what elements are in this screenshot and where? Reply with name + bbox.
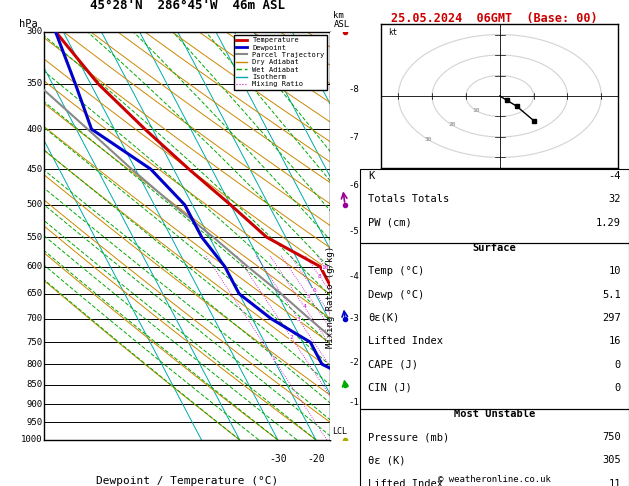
Text: 6: 6 (312, 288, 316, 293)
Text: 45°28'N  286°45'W  46m ASL: 45°28'N 286°45'W 46m ASL (89, 0, 285, 12)
Text: 0: 0 (615, 360, 621, 370)
Text: 25.05.2024  06GMT  (Base: 00): 25.05.2024 06GMT (Base: 00) (391, 12, 598, 25)
Bar (360, 169, 629, 243)
Text: -30: -30 (269, 454, 287, 464)
Text: km
ASL: km ASL (333, 11, 350, 29)
Text: 4: 4 (303, 304, 306, 310)
Text: 400: 400 (26, 124, 43, 134)
Text: 750: 750 (26, 338, 43, 347)
Text: PW (cm): PW (cm) (368, 218, 411, 228)
Text: -20: -20 (307, 454, 325, 464)
Bar (360, 409, 629, 486)
Text: Dewpoint / Temperature (°C): Dewpoint / Temperature (°C) (96, 476, 278, 486)
Text: Lifted Index: Lifted Index (368, 479, 443, 486)
Text: 500: 500 (26, 200, 43, 209)
Text: 300: 300 (26, 27, 43, 36)
Text: -7: -7 (348, 133, 359, 142)
Text: 8: 8 (318, 274, 321, 278)
Text: 650: 650 (26, 289, 43, 298)
Text: 10: 10 (321, 265, 329, 270)
Text: 305: 305 (602, 455, 621, 466)
Text: -4: -4 (608, 171, 621, 181)
Text: -3: -3 (348, 314, 359, 323)
Text: -8: -8 (348, 85, 359, 94)
Text: 3: 3 (297, 317, 301, 323)
Text: -5: -5 (348, 227, 359, 236)
Text: LCL: LCL (331, 427, 347, 436)
Text: 550: 550 (26, 233, 43, 242)
Text: 950: 950 (26, 418, 43, 427)
Text: 1.29: 1.29 (596, 218, 621, 228)
Text: 350: 350 (26, 79, 43, 88)
Text: CAPE (J): CAPE (J) (368, 360, 418, 370)
Text: θε (K): θε (K) (368, 455, 405, 466)
Text: CIN (J): CIN (J) (368, 383, 411, 393)
Text: 900: 900 (26, 399, 43, 409)
Text: Most Unstable: Most Unstable (454, 409, 535, 419)
Legend: Temperature, Dewpoint, Parcel Trajectory, Dry Adiabat, Wet Adiabat, Isotherm, Mi: Temperature, Dewpoint, Parcel Trajectory… (235, 35, 326, 89)
Text: 1: 1 (272, 356, 276, 361)
Text: K: K (368, 171, 374, 181)
Text: 600: 600 (26, 262, 43, 271)
Text: 32: 32 (608, 194, 621, 205)
Text: Totals Totals: Totals Totals (368, 194, 449, 205)
Text: hPa: hPa (19, 19, 38, 29)
Text: 5: 5 (306, 294, 310, 298)
Text: -2: -2 (348, 358, 359, 366)
Text: 5.1: 5.1 (602, 290, 621, 300)
Text: θε(K): θε(K) (368, 313, 399, 323)
Text: 10: 10 (608, 266, 621, 277)
Text: Mixing Ratio (g/kg): Mixing Ratio (g/kg) (326, 246, 335, 348)
Text: 297: 297 (602, 313, 621, 323)
Bar (360, 243, 629, 409)
Text: 2: 2 (289, 335, 293, 340)
Text: 850: 850 (26, 380, 43, 389)
Text: Temp (°C): Temp (°C) (368, 266, 424, 277)
Text: 1000: 1000 (21, 435, 43, 444)
Text: 700: 700 (26, 314, 43, 323)
Text: 11: 11 (608, 479, 621, 486)
Text: -1: -1 (348, 398, 359, 407)
Text: Lifted Index: Lifted Index (368, 336, 443, 347)
Text: -4: -4 (348, 272, 359, 281)
Text: 800: 800 (26, 360, 43, 369)
Text: © weatheronline.co.uk: © weatheronline.co.uk (438, 474, 551, 484)
Text: Pressure (mb): Pressure (mb) (368, 432, 449, 442)
Text: 16: 16 (608, 336, 621, 347)
Text: Surface: Surface (472, 243, 516, 253)
Text: 0: 0 (615, 383, 621, 393)
Text: -6: -6 (348, 181, 359, 190)
Text: Dewp (°C): Dewp (°C) (368, 290, 424, 300)
Text: 450: 450 (26, 165, 43, 174)
Text: 750: 750 (602, 432, 621, 442)
